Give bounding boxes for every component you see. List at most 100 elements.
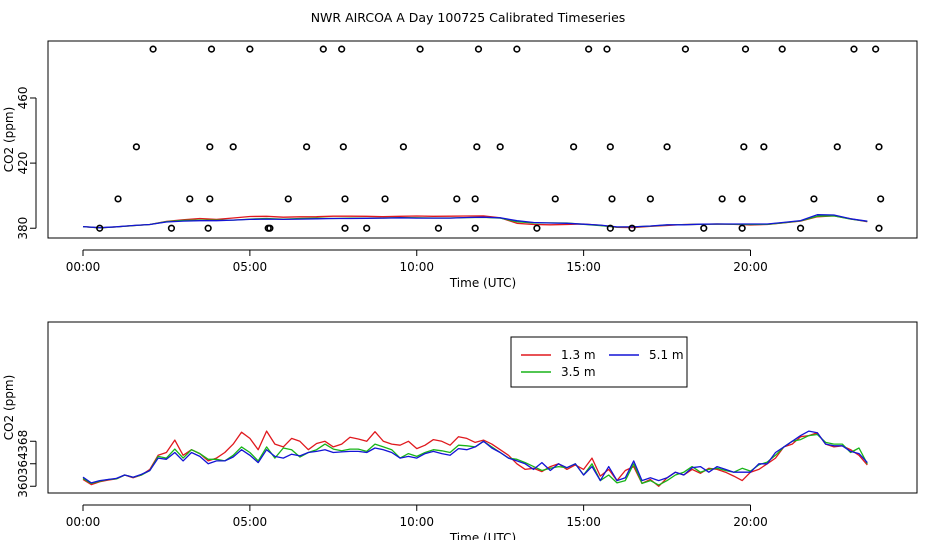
calibration-point <box>338 45 346 53</box>
calibration-point <box>700 224 708 232</box>
calibration-point <box>319 45 327 53</box>
x-tick-label: 20:00 <box>733 515 768 529</box>
figure-title: NWR AIRCOA A Day 100725 Calibrated Times… <box>311 10 626 25</box>
calibration-point <box>570 143 578 151</box>
y-tick-label: 460 <box>16 87 30 110</box>
calibration-point <box>206 195 214 203</box>
y-tick-label: 380 <box>16 217 30 240</box>
calibration-point <box>149 45 157 53</box>
calibration-point <box>796 224 805 232</box>
y-axis-label: CO2 (ppm) <box>2 107 16 173</box>
y-tick-label: 420 <box>16 152 30 175</box>
calibration-point <box>603 45 611 53</box>
plot-frame <box>47 321 918 494</box>
calibration-point <box>341 195 349 203</box>
x-tick-label: 10:00 <box>399 515 434 529</box>
calibration-point <box>585 45 593 53</box>
legend-box <box>510 336 688 388</box>
y-tick-label: 368 <box>16 430 30 453</box>
calibration-point <box>496 143 504 151</box>
calibration-point <box>628 224 636 232</box>
calibration-point <box>434 224 443 232</box>
calibration-point <box>606 224 614 232</box>
series-line-1-3-m <box>82 430 868 487</box>
calibration-point <box>416 45 424 53</box>
calibration-point <box>738 224 746 232</box>
calibration-point <box>186 195 194 203</box>
calibration-point <box>341 224 349 232</box>
calibration-point <box>132 143 140 151</box>
calibration-point <box>872 45 880 53</box>
x-tick-label: 15:00 <box>566 260 601 274</box>
x-tick-label: 10:00 <box>399 260 434 274</box>
calibration-point <box>646 195 654 203</box>
calibration-point <box>229 143 237 151</box>
calibration-point <box>399 143 408 151</box>
calibration-point <box>738 195 746 203</box>
calibration-point <box>246 45 254 53</box>
series-group <box>82 214 868 229</box>
calibration-point <box>207 45 216 53</box>
series-line-5-1-m <box>82 430 868 484</box>
x-tick-label: 05:00 <box>233 515 268 529</box>
calibration-point <box>681 45 690 53</box>
calibration-point <box>778 45 786 53</box>
top-chart: 00:00 05:00 10:00 15:00 20:00 Time (UTC) 380 42… <box>2 40 918 290</box>
calibration-point <box>875 143 883 151</box>
calibration-point <box>740 143 748 151</box>
calibration-point <box>114 195 122 203</box>
calibration-point <box>513 45 521 53</box>
calibration-point <box>533 224 541 232</box>
calibration-markers <box>96 45 885 232</box>
legend: 1.3 m 3.5 m 5.1 m <box>510 336 688 388</box>
calibration-point <box>608 195 616 203</box>
calibration-point <box>266 224 274 232</box>
calibration-point <box>303 143 311 151</box>
calibration-point <box>810 195 818 203</box>
legend-label: 3.5 m <box>561 365 596 379</box>
x-axis-label: Time (UTC) <box>449 276 516 290</box>
calibration-point <box>473 143 481 151</box>
calibration-point <box>474 45 483 53</box>
calibration-point <box>663 143 671 151</box>
series-line-5-1-m <box>82 214 868 229</box>
calibration-point <box>606 143 614 151</box>
x-tick-label: 00:00 <box>66 260 101 274</box>
calibration-point <box>284 195 292 203</box>
x-axis: 00:00 05:00 10:00 15:00 20:00 Time (UTC) <box>66 249 768 290</box>
y-axis-label: CO2 (ppm) <box>2 375 16 441</box>
y-tick-label: 360 <box>16 475 30 498</box>
x-axis: 00:00 05:00 10:00 15:00 20:00 Time (UTC) <box>66 504 768 540</box>
calibration-point <box>850 45 858 53</box>
calibration-point <box>875 224 883 232</box>
calibration-point <box>760 143 768 151</box>
calibration-point <box>741 45 750 53</box>
x-tick-label: 05:00 <box>233 260 268 274</box>
x-tick-label: 00:00 <box>66 515 101 529</box>
y-tick-label: 364 <box>16 452 30 475</box>
calibration-point <box>96 224 104 232</box>
calibration-point <box>204 224 212 232</box>
calibration-point <box>833 143 841 151</box>
plot-frame <box>47 40 918 239</box>
x-tick-label: 15:00 <box>566 515 601 529</box>
x-tick-label: 20:00 <box>733 260 768 274</box>
calibration-point <box>381 195 389 203</box>
legend-label: 1.3 m <box>561 348 596 362</box>
series-group <box>82 430 868 487</box>
calibration-point <box>877 195 885 203</box>
calibration-point <box>206 143 214 151</box>
calibration-point <box>339 143 347 151</box>
calibration-point <box>363 224 371 232</box>
calibration-point <box>471 195 479 203</box>
calibration-point <box>718 195 726 203</box>
legend-label: 5.1 m <box>649 348 684 362</box>
calibration-point <box>167 224 176 232</box>
calibration-point <box>551 195 559 203</box>
calibration-point <box>453 195 461 203</box>
calibration-point <box>471 224 479 232</box>
